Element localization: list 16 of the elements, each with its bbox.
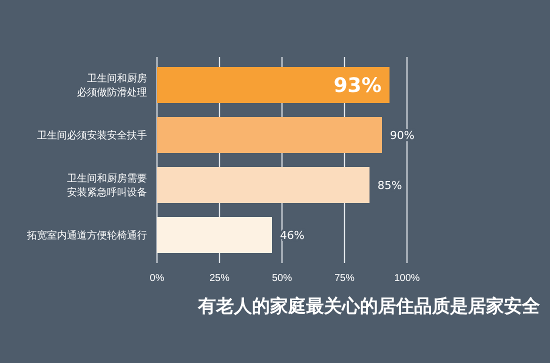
- text: 有老人的家庭最关心的居住品质是居家安全: [197, 296, 541, 317]
- x-tick-label: 100%: [394, 273, 420, 284]
- y-tick-label: 卫生间和厨房需要安装紧急呼叫设备: [67, 172, 147, 198]
- y-tick-label: 卫生间必须安装安全扶手: [37, 130, 147, 142]
- bar: [157, 167, 370, 203]
- bar: [157, 67, 390, 103]
- y-tick-label: 卫生间和厨房必须做防滑处理: [77, 72, 147, 98]
- data-label: 85%: [378, 178, 402, 192]
- bar: [157, 217, 272, 253]
- x-tick-label: 50%: [272, 273, 292, 284]
- data-label: 93%: [334, 73, 382, 97]
- bar: [157, 117, 382, 153]
- x-tick-label: 0%: [150, 273, 164, 284]
- x-tick-label: 25%: [209, 273, 230, 284]
- x-tick-label: 75%: [334, 273, 355, 284]
- y-tick-label: 拓宽室内通道方便轮椅通行: [26, 230, 147, 242]
